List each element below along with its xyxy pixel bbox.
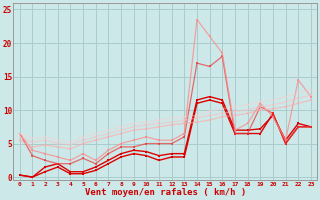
X-axis label: Vent moyen/en rafales ( km/h ): Vent moyen/en rafales ( km/h ) <box>85 188 246 197</box>
